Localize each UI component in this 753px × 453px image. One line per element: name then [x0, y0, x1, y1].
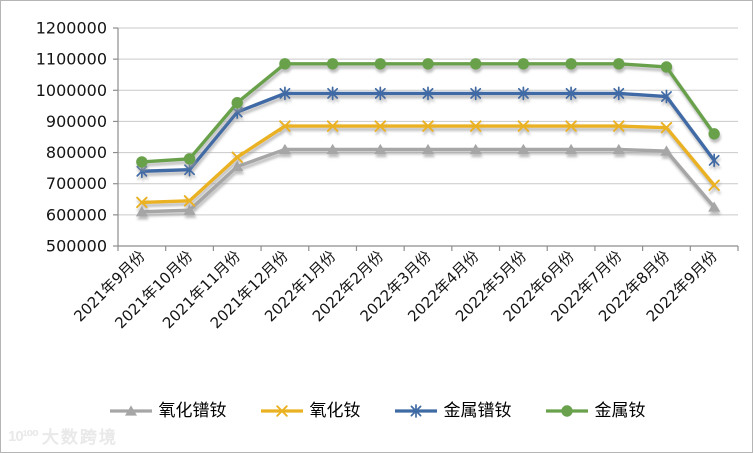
series-line [140, 124, 716, 205]
x-marker-icon [136, 196, 148, 209]
triangle-marker-icon [135, 206, 148, 217]
asterisk-marker-icon [470, 86, 482, 101]
legend-item-0: 氧化镨钕 [108, 402, 227, 419]
triangle-marker-icon [565, 143, 578, 155]
triangle-marker-icon [469, 143, 482, 155]
circle-marker-icon [613, 58, 625, 70]
triangle-marker-icon [231, 160, 244, 172]
x-marker-icon [183, 195, 196, 207]
triangle-marker-icon [374, 143, 387, 155]
x-marker-icon [422, 120, 434, 132]
watermark: 10¹⁰⁰ 大数跨境 [8, 423, 118, 448]
series-0 [135, 143, 721, 217]
circle-marker-icon [660, 61, 673, 73]
legend-item-2: 金属镨钕 [393, 402, 512, 419]
triangle-marker-icon [612, 143, 625, 155]
circle-marker-icon [326, 58, 339, 70]
y-axis-label: 900000 [46, 112, 107, 131]
x-marker-icon [469, 120, 482, 132]
legend-item-1: 氧化钕 [259, 402, 361, 419]
y-axis-label: 700000 [46, 174, 107, 193]
y-axis-label: 500000 [46, 237, 107, 256]
x-marker-icon [326, 120, 339, 132]
x-marker-icon [660, 121, 673, 134]
triangle-marker-icon [517, 143, 530, 155]
y-axis-label: 1200000 [36, 19, 107, 38]
circle-marker-icon [231, 97, 243, 109]
series-line [140, 147, 716, 214]
triangle-marker-icon [422, 143, 434, 155]
circle-marker-icon [422, 58, 434, 70]
watermark-text: 大数跨境 [41, 428, 118, 447]
asterisk-marker-icon [184, 162, 195, 177]
y-axis-label: 1000000 [36, 81, 107, 100]
legend-label: 金属镨钕 [443, 401, 512, 420]
circle-marker-icon [565, 58, 577, 70]
y-axis-labels: 500000 600000 700000 800000 900000 1000000 110… [36, 19, 107, 256]
circle-marker-icon [708, 128, 720, 140]
legend-swatch-circle-icon [545, 404, 588, 417]
asterisk-marker-icon [374, 86, 386, 101]
triangle-marker-icon [183, 204, 196, 215]
circle-marker-icon [469, 58, 482, 70]
x-marker-icon [517, 120, 530, 132]
series-3 [136, 58, 720, 168]
triangle-marker-icon [708, 201, 721, 212]
asterisk-marker-icon [327, 86, 339, 101]
y-axis-label: 800000 [46, 143, 107, 162]
triangle-marker-icon [278, 143, 291, 155]
asterisk-marker-icon [613, 86, 625, 101]
triangle-marker-icon [326, 143, 339, 155]
chart-legend: 氧化镨钕 氧化钕 金属镨钕 金属钕 [1, 402, 752, 419]
series-2 [136, 86, 720, 179]
y-axis-label: 1100000 [36, 50, 107, 69]
series-1 [136, 120, 720, 209]
legend-item-3: 金属钕 [544, 402, 646, 419]
asterisk-marker-icon [708, 153, 720, 168]
legend-swatch-x-icon [260, 404, 303, 417]
x-marker-icon [613, 120, 625, 132]
x-marker-icon [279, 120, 291, 132]
gridlines [118, 27, 738, 216]
triangle-marker-icon [660, 145, 673, 156]
x-marker-icon [565, 120, 577, 132]
legend-label: 氧化镨钕 [158, 401, 227, 420]
asterisk-marker-icon [279, 86, 291, 101]
price-line-chart: 500000 600000 700000 800000 900000 1000000 110… [36, 19, 739, 332]
axes [113, 27, 739, 251]
x-marker-icon [374, 120, 387, 132]
asterisk-marker-icon [661, 89, 672, 104]
circle-marker-icon [374, 58, 387, 70]
series-line [140, 91, 716, 173]
asterisk-marker-icon [422, 86, 434, 101]
circle-marker-icon [279, 58, 291, 70]
x-marker-icon [275, 404, 288, 417]
asterisk-marker-icon [410, 403, 421, 418]
asterisk-marker-icon [565, 86, 577, 101]
circle-marker-icon [183, 153, 196, 165]
circle-marker-icon [136, 156, 148, 168]
triangle-marker-icon [124, 404, 137, 416]
asterisk-marker-icon [517, 86, 529, 101]
legend-label: 氧化钕 [309, 401, 361, 420]
y-axis-label: 600000 [46, 205, 107, 224]
x-marker-icon [231, 151, 243, 163]
circle-marker-icon [560, 404, 573, 417]
legend-swatch-asterisk-icon [394, 403, 437, 418]
circle-marker-icon [517, 58, 530, 70]
x-marker-icon [708, 179, 720, 192]
legend-swatch-triangle-icon [109, 404, 152, 416]
legend-label: 金属钕 [594, 401, 646, 420]
watermark-logo-icon: 10¹⁰⁰ [8, 427, 39, 445]
x-axis-labels: 2021年9月份2021年10月份2021年11月份2021年12月份2022年… [70, 247, 721, 332]
